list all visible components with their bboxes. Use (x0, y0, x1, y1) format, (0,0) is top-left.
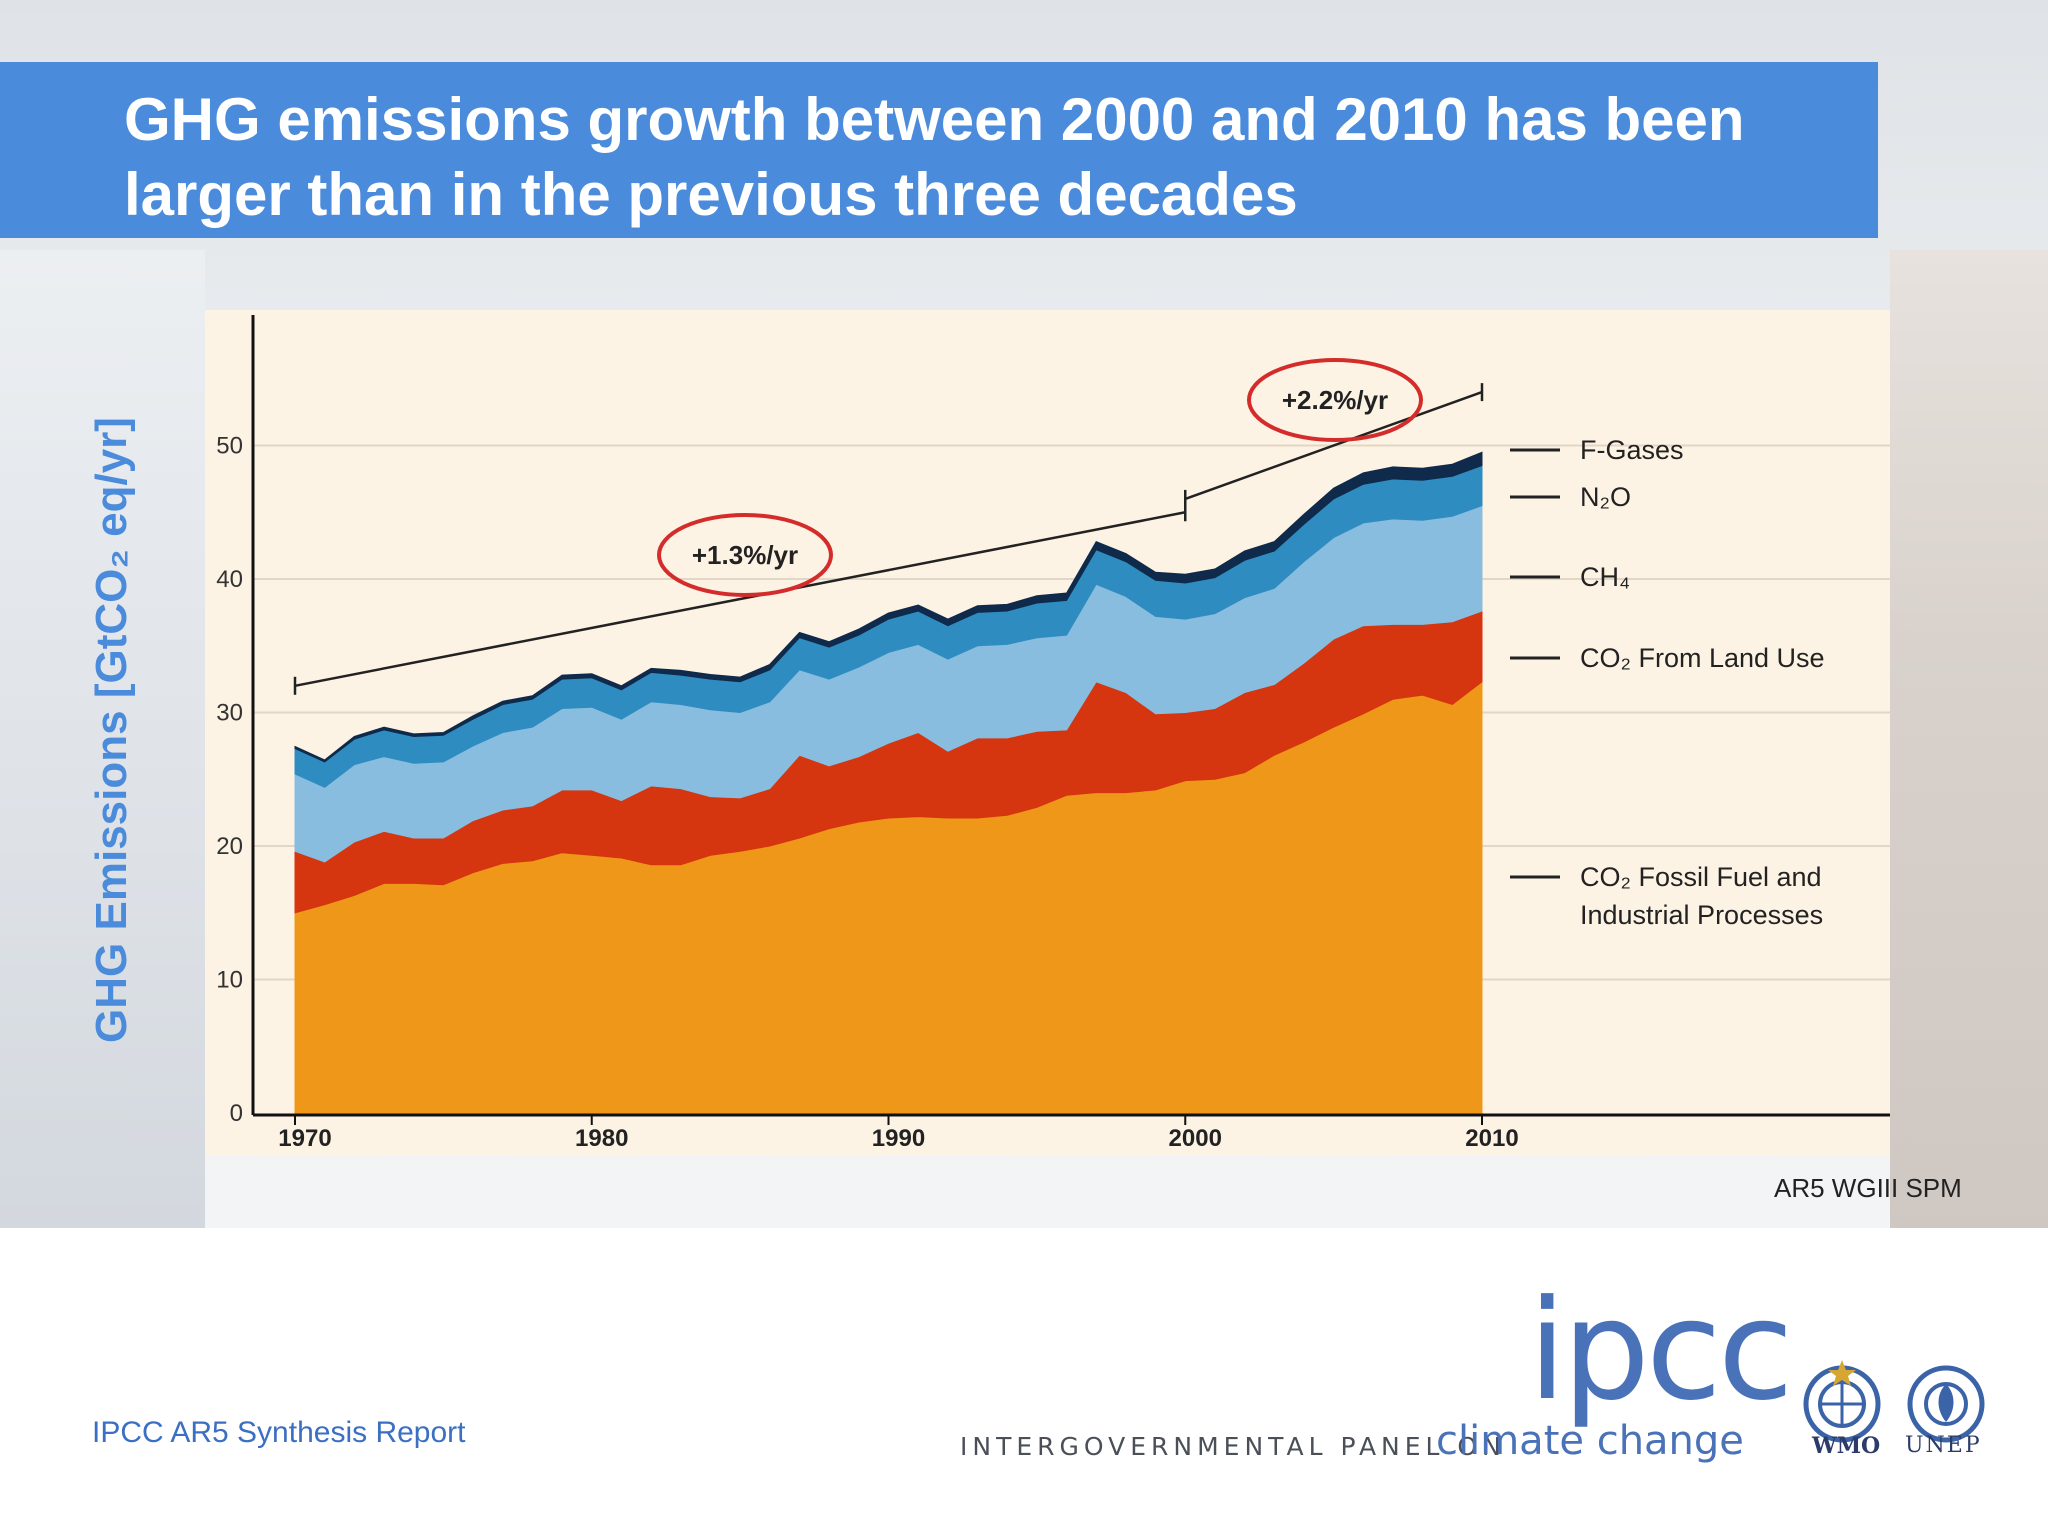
y-tick-label-0: 0 (230, 1100, 243, 1127)
trend-line-0 (294, 511, 1186, 688)
legend-label-2: CH₄ (1580, 562, 1630, 592)
ipcc-logo-wordmark: ipcc (1528, 1270, 1794, 1431)
title-band (0, 62, 1878, 238)
slide-title: GHG emissions growth between 2000 and 20… (124, 86, 1745, 228)
legend-label-1: N₂O (1580, 482, 1631, 512)
y-tick-label-10: 10 (216, 967, 243, 994)
trend-label-1: +2.2%/yr (1282, 385, 1388, 415)
x-tick-label-1990: 1990 (872, 1125, 925, 1152)
footer-report-title: IPCC AR5 Synthesis Report (92, 1416, 466, 1449)
trend-lines: +1.3%/yr +2.2%/yr (293, 358, 1484, 695)
y-axis-label: GHG Emissions [GtCO₂ eq/yr] (87, 417, 136, 1043)
y-tick-label-40: 40 (216, 566, 243, 593)
y-tick-label-30: 30 (216, 700, 243, 727)
background-person-photo (1890, 250, 2048, 1228)
legend-label-0: F-Gases (1580, 435, 1684, 465)
x-tick-label-2000: 2000 (1169, 1125, 1222, 1152)
wmo-label: WMO (1812, 1433, 1881, 1459)
legend: F-Gases N₂O CH₄ CO₂ From Land Use CO₂ Fossil… (1510, 435, 1825, 930)
background-city-photo (0, 250, 205, 1228)
x-tick-label-2010: 2010 (1465, 1125, 1518, 1152)
unep-label: UNEP (1905, 1433, 1982, 1458)
stacked-areas (294, 451, 1483, 1114)
ipcc-logo-line2: climate change (1436, 1418, 1744, 1464)
trend-circle-0 (657, 513, 833, 597)
wmo-emblem-icon (1803, 1360, 1881, 1443)
ipcc-logo-line1: INTERGOVERNMENTAL PANEL ON (960, 1432, 1506, 1461)
x-tick-label-1970: 1970 (278, 1125, 331, 1152)
unep-emblem-icon (1907, 1365, 1985, 1443)
trend-label-0: +1.3%/yr (692, 540, 798, 570)
legend-label-4: CO₂ Fossil Fuel and Industrial Processes (1580, 862, 1823, 930)
trend-line-1 (1184, 390, 1483, 501)
area-series-4 (294, 451, 1483, 763)
trend-circle-1 (1247, 358, 1423, 442)
emissions-area-chart: 0 10 20 30 40 50 1970 1980 1990 2000 2010 +1.3%/yr… (205, 310, 1890, 1155)
y-tick-label-50: 50 (216, 433, 243, 460)
y-tick-label-20: 20 (216, 833, 243, 860)
source-label: AR5 WGIII SPM (1774, 1173, 1962, 1203)
legend-label-3: CO₂ From Land Use (1580, 643, 1825, 673)
axis-ticks: 0 10 20 30 40 50 1970 1980 1990 2000 2010 (216, 433, 1518, 1153)
x-tick-label-1980: 1980 (575, 1125, 628, 1152)
